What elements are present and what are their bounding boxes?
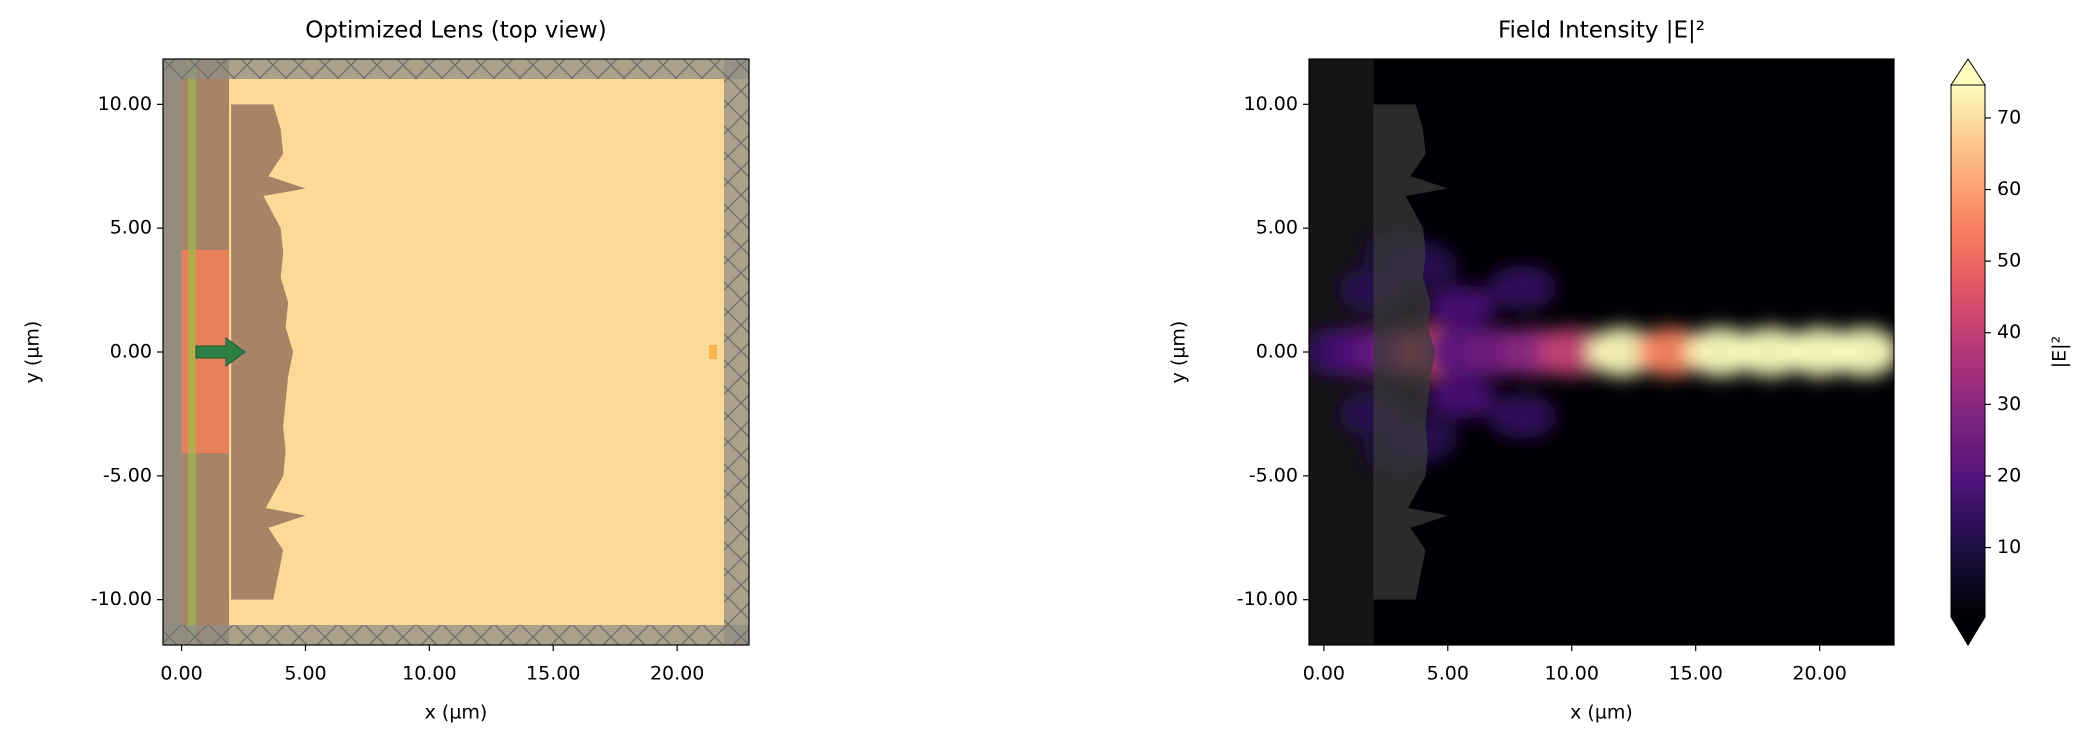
y-tick-label: 10.00 <box>1244 93 1298 115</box>
field-plot <box>1309 59 1894 645</box>
y-tick-label: 10.00 <box>98 93 152 115</box>
intensity-spot <box>1537 327 1607 377</box>
x-tick-label: 0.00 <box>1303 663 1345 685</box>
colorbar-extend-top <box>1950 58 1986 86</box>
x-axis-label: x (µm) <box>425 702 488 724</box>
colorbar-tick-label: 60 <box>1997 178 2021 200</box>
x-tick-label: 5.00 <box>284 663 326 685</box>
x-tick-label: 20.00 <box>650 663 704 685</box>
intensity-spot <box>1735 327 1805 377</box>
y-tick-label: -5.00 <box>1249 464 1298 486</box>
x-tick-label: 20.00 <box>1792 663 1846 685</box>
colorbar-tick-label: 20 <box>1997 464 2021 486</box>
lens <box>1373 104 1448 600</box>
y-axis-label: y (µm) <box>22 321 44 384</box>
x-tick-label: 5.00 <box>1427 663 1469 685</box>
colorbar-tick-label: 50 <box>1997 250 2021 272</box>
intensity-spot <box>1636 327 1706 377</box>
intensity-spot <box>1425 374 1495 419</box>
x-tick-label: 10.00 <box>1545 663 1599 685</box>
y-tick-label: -5.00 <box>103 464 152 486</box>
intensity-spot <box>1829 327 1894 377</box>
lens <box>231 104 306 600</box>
intensity-spot <box>1685 327 1756 377</box>
colorbar-label: |E|² <box>2049 336 2071 368</box>
intensity-spot <box>1586 327 1657 377</box>
colorbar-tick-label: 40 <box>1997 321 2021 343</box>
intensity-spot <box>1487 265 1557 310</box>
y-tick-label: -10.00 <box>91 588 152 610</box>
y-tick-label: 0.00 <box>110 341 152 363</box>
y-tick-label: 0.00 <box>1256 341 1298 363</box>
y-tick-label: 5.00 <box>110 217 152 239</box>
chart-title: Optimized Lens (top view) <box>305 18 606 44</box>
y-tick-label: -10.00 <box>1237 588 1298 610</box>
monitor <box>709 345 717 359</box>
y-axis-label: y (µm) <box>1168 321 1190 384</box>
x-tick-label: 15.00 <box>526 663 580 685</box>
y-tick-label: 5.00 <box>1256 217 1298 239</box>
colorbar-tick-label: 30 <box>1997 393 2021 415</box>
colorbar <box>1951 85 1985 617</box>
chart-title: Field Intensity |E|² <box>1498 18 1705 44</box>
x-tick-label: 0.00 <box>160 663 202 685</box>
colorbar-extend-bottom <box>1950 616 1986 646</box>
source-arrow <box>195 337 246 367</box>
pml <box>163 59 749 645</box>
colorbar-tick-label: 10 <box>1997 536 2021 558</box>
x-tick-label: 10.00 <box>402 663 456 685</box>
intensity-spot <box>1425 285 1495 330</box>
x-tick-label: 15.00 <box>1668 663 1722 685</box>
source-plane <box>188 59 196 645</box>
intensity-spot <box>1487 394 1557 439</box>
colorbar-tick-label: 70 <box>1997 106 2021 128</box>
x-axis-label: x (µm) <box>1570 702 1633 724</box>
structure-plot <box>163 59 749 645</box>
colorbar-frame <box>1950 84 1986 618</box>
